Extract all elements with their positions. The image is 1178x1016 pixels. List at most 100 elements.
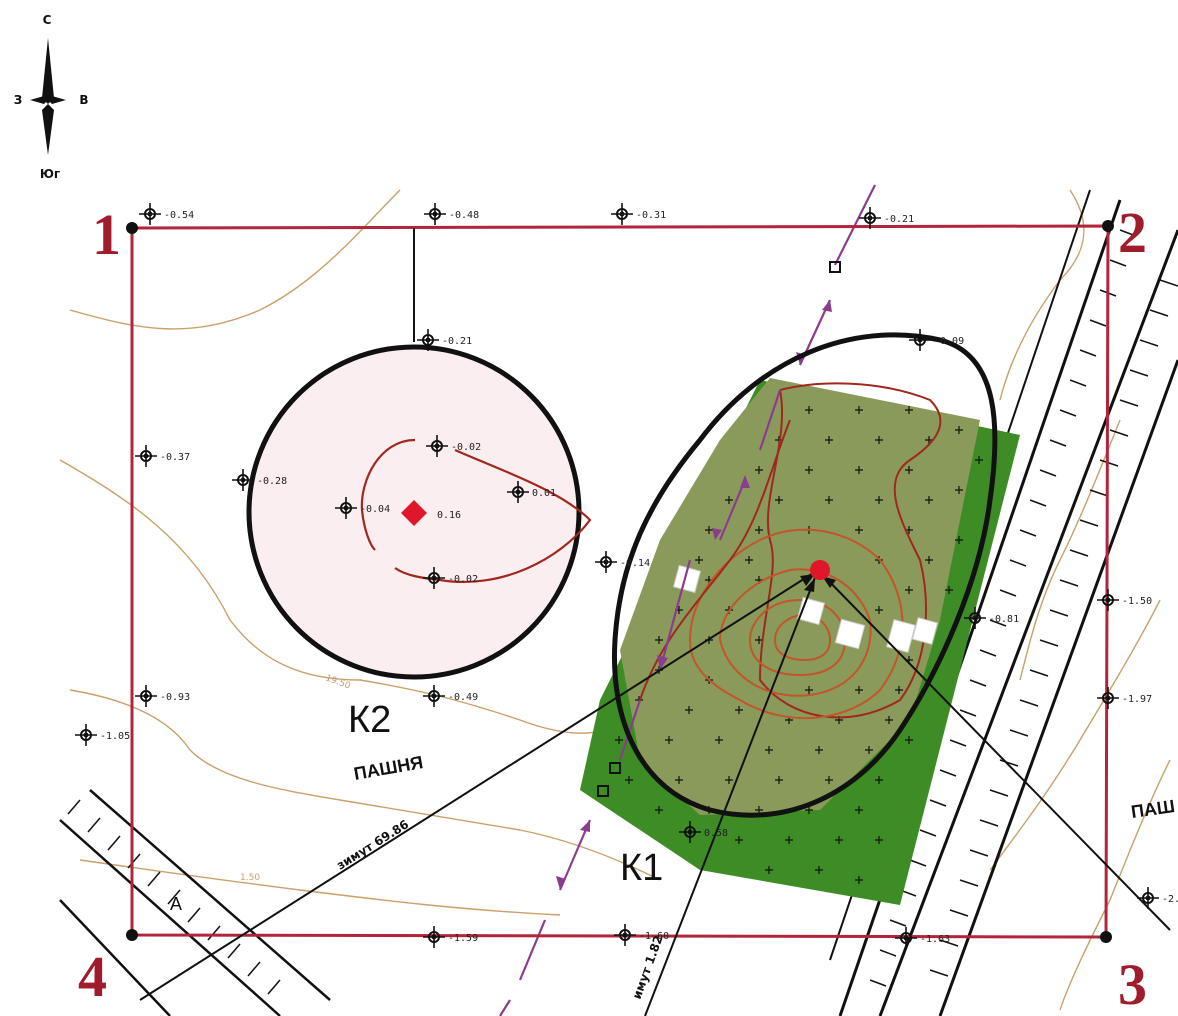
marker-square-3	[597, 785, 609, 797]
survey-point-center	[917, 337, 923, 343]
survey-point-icon	[429, 208, 441, 220]
survey-point: -0.28	[232, 469, 287, 491]
compass-east-arrow-icon	[48, 96, 66, 104]
survey-point-center	[687, 829, 693, 835]
survey-point-icon	[1102, 594, 1114, 606]
survey-point: -1.59	[423, 926, 478, 948]
survey-point-icon	[431, 440, 443, 452]
elevation-label: -1.05	[100, 731, 130, 742]
elevation-label: -1.97	[1122, 694, 1152, 705]
survey-point-icon	[428, 931, 440, 943]
survey-point-center	[431, 934, 437, 940]
survey-point: -0.48	[424, 203, 479, 225]
elevation-label: -0.48	[449, 210, 479, 221]
survey-point-center	[515, 489, 521, 495]
survey-point: -0.31	[611, 203, 666, 225]
azimuth-label-1: зимут 69.86	[334, 817, 411, 872]
elevation-label: -0.54	[164, 210, 194, 221]
survey-points: -0.54 -0.48 -0.31 -0.21 -0.21 -0.09 -0.37 -0.28…	[75, 203, 1178, 949]
survey-point-icon	[864, 212, 876, 224]
elevation-label: -0.37	[160, 452, 190, 463]
elevation-label: -1.60	[639, 931, 669, 942]
elevation-label: -2.9	[1162, 894, 1178, 905]
corner-label-1: 1	[92, 202, 121, 267]
elevation-label: -0.93	[160, 692, 190, 703]
field-crosses	[615, 406, 983, 884]
survey-point-center	[143, 693, 149, 699]
corner-label-3: 3	[1118, 952, 1147, 1016]
survey-point-icon	[512, 486, 524, 498]
survey-point-center	[903, 935, 909, 941]
azimuth-arrowheads	[800, 574, 836, 592]
survey-point: -0.54	[139, 203, 194, 225]
buildings	[672, 564, 939, 653]
azimuth-label-2: имут 1.82	[630, 933, 666, 1001]
compass-north-arrow-icon	[42, 38, 54, 104]
survey-point-center	[603, 559, 609, 565]
contour-label-2: 1.50	[240, 873, 260, 883]
elevation-label: -0.28	[257, 476, 287, 487]
survey-point-icon	[1142, 892, 1154, 904]
survey-point: -0.14	[595, 551, 650, 573]
survey-point-icon	[600, 556, 612, 568]
survey-point: -1.05	[75, 724, 130, 746]
elevation-label: -0.14	[620, 558, 650, 569]
survey-point-icon	[428, 572, 440, 584]
contour-lines	[59, 189, 1171, 1011]
survey-point-icon	[422, 334, 434, 346]
boundary-corner-points	[126, 220, 1114, 943]
elevation-label: -0.21	[442, 336, 472, 347]
corner-label-4: 4	[78, 944, 107, 1009]
survey-point-icon	[144, 208, 156, 220]
survey-point: -1.63	[895, 927, 950, 949]
survey-point-center	[619, 211, 625, 217]
survey-point-icon	[80, 729, 92, 741]
survey-point: -0.04	[335, 497, 390, 519]
elevation-label: -0.21	[884, 214, 914, 225]
survey-point: -0.02	[423, 567, 478, 589]
elevation-label: -1.50	[1122, 596, 1152, 607]
elevation-label: -0.49	[448, 692, 478, 703]
survey-point: -0.21	[859, 207, 914, 229]
contour-label-1: 19.50	[324, 673, 352, 691]
survey-point: -0.81	[964, 607, 1019, 629]
survey-point-center	[434, 443, 440, 449]
compass-south-arrow-icon	[42, 104, 54, 155]
compass-west-arrow-icon	[30, 96, 48, 104]
survey-point-center	[425, 337, 431, 343]
elevation-label: -0.31	[636, 210, 666, 221]
azimuth-lines	[139, 569, 1171, 1016]
k1-center-marker	[810, 560, 830, 580]
survey-point-center	[240, 477, 246, 483]
survey-point-icon	[140, 690, 152, 702]
survey-point: -1.97	[1097, 687, 1152, 709]
compass-south-label: Юг	[40, 167, 60, 181]
survey-point: -0.02	[426, 435, 481, 457]
elevation-label: -0.09	[934, 336, 964, 347]
k1-label: К1	[620, 847, 663, 889]
survey-point-icon	[684, 826, 696, 838]
survey-point: -0.49	[423, 685, 478, 707]
k2-center-value: 0.16	[437, 510, 461, 521]
survey-point-center	[343, 505, 349, 511]
marker-square-1	[829, 261, 841, 273]
survey-point: -0.93	[135, 685, 190, 707]
survey-point-icon	[340, 502, 352, 514]
survey-point-center	[431, 575, 437, 581]
survey-point-center	[1145, 895, 1151, 901]
elevation-label: 0.58	[704, 828, 728, 839]
survey-point-icon	[900, 932, 912, 944]
elevation-label: -0.81	[989, 614, 1019, 625]
survey-point: -1.50	[1097, 589, 1152, 611]
survey-point: -0.09	[909, 329, 964, 351]
survey-point-icon	[619, 929, 631, 941]
survey-point: -0.21	[417, 329, 472, 351]
survey-point-center	[622, 932, 628, 938]
elevation-label: -0.02	[448, 574, 478, 585]
compass-east-label: В	[79, 93, 88, 107]
elevation-label: -1.59	[448, 933, 478, 944]
purple-survey-line	[499, 184, 876, 1016]
k1-boundary	[611, 332, 998, 818]
elevation-label: 0.01	[532, 488, 556, 499]
